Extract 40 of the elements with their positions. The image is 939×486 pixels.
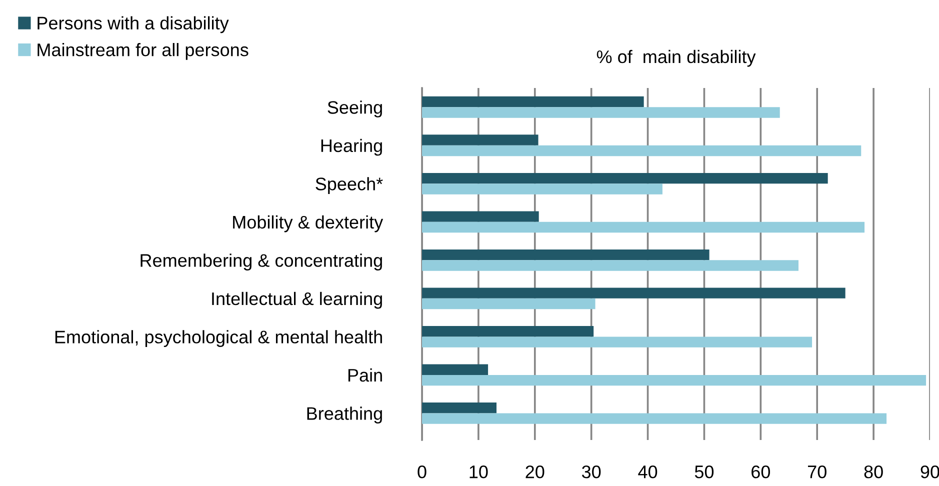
- bar: [422, 172, 828, 184]
- x-tick-label: 10: [470, 465, 488, 478]
- bar: [422, 96, 644, 108]
- bar: [422, 364, 488, 375]
- x-tick-label: 60: [752, 465, 770, 478]
- bar: [422, 211, 539, 222]
- x-tick-label: 40: [638, 465, 658, 478]
- bar: [422, 184, 662, 194]
- x-tick-label: 80: [864, 465, 883, 478]
- bar: [422, 249, 710, 260]
- y-tick-label: Pain: [348, 368, 382, 382]
- y-tick-label: Seeing: [328, 100, 382, 118]
- bar: [422, 374, 926, 386]
- bar: [422, 260, 798, 271]
- bar: [422, 288, 846, 298]
- y-tick-label: Remembering & concentrating: [140, 254, 382, 270]
- bar: [422, 145, 862, 156]
- x-tick-label: 30: [582, 465, 601, 478]
- bar: [422, 298, 596, 310]
- x-tick-label: 0: [418, 465, 426, 478]
- y-tick-label: Hearing: [321, 138, 382, 156]
- bar: [422, 413, 887, 424]
- y-tick-label: Intellectual & learning: [212, 292, 382, 309]
- bar: [422, 222, 865, 233]
- x-tick-label: 50: [694, 465, 714, 478]
- bar: [422, 326, 594, 337]
- x-tick-label: 20: [526, 465, 544, 478]
- legend-label: Persons with a disability: [38, 16, 229, 34]
- x-tick-label: 70: [808, 465, 826, 478]
- bar: [422, 402, 497, 414]
- y-tick-label: Breathing: [307, 406, 382, 424]
- y-tick-label: Mobility & dexterity: [233, 215, 384, 232]
- bar: [422, 336, 812, 348]
- x-axis-title: % of main disability: [596, 50, 756, 67]
- legend-label: Mainstream for all persons: [38, 43, 248, 60]
- bar: [422, 107, 780, 118]
- y-tick-label: Emotional, psychological & mental health: [55, 330, 382, 347]
- y-tick-label: Speech*: [316, 177, 383, 194]
- x-tick-label: 90: [920, 465, 939, 478]
- bar: [422, 134, 538, 146]
